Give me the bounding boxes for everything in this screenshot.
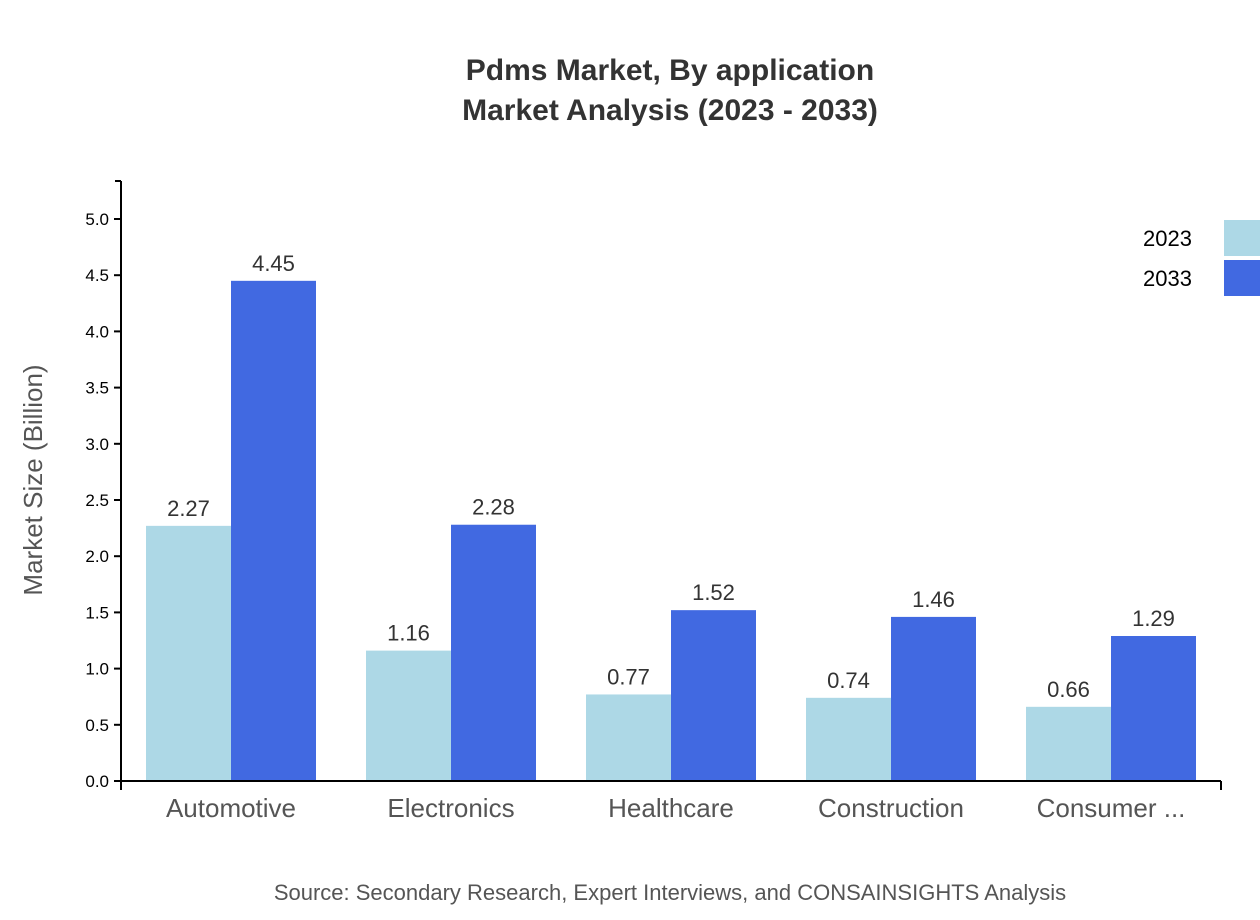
bar-2033	[891, 616, 976, 781]
data-label: 1.46	[912, 587, 955, 612]
y-tick-label: 4.0	[85, 322, 109, 341]
legend-swatch	[1224, 260, 1260, 296]
y-tick-label: 0.0	[85, 772, 109, 791]
legend-label: 2033	[1143, 266, 1192, 291]
data-label: 0.74	[827, 668, 870, 693]
source-note: Source: Secondary Research, Expert Inter…	[274, 880, 1066, 905]
y-tick-label: 2.5	[85, 491, 109, 510]
y-axis-label: Market Size (Billion)	[18, 364, 48, 595]
bar-2033	[1111, 636, 1196, 781]
data-label: 0.66	[1047, 677, 1090, 702]
chart-title: Pdms Market, By application	[466, 54, 874, 87]
y-tick-label: 5.0	[85, 210, 109, 229]
x-tick-label: Electronics	[387, 793, 514, 823]
y-tick-label: 3.0	[85, 435, 109, 454]
bar-2033	[451, 524, 536, 781]
data-label: 0.77	[607, 664, 650, 689]
bar-2023	[1026, 706, 1111, 781]
x-tick-label: Automotive	[166, 793, 296, 823]
legend-swatch	[1224, 220, 1260, 256]
x-tick-label: Healthcare	[608, 793, 734, 823]
y-tick-label: 1.0	[85, 660, 109, 679]
data-label: 1.52	[692, 580, 735, 605]
bar-2033	[671, 610, 756, 781]
y-tick-label: 4.5	[85, 266, 109, 285]
y-tick-label: 0.5	[85, 716, 109, 735]
x-tick-label: Construction	[818, 793, 964, 823]
data-label: 2.28	[472, 495, 515, 520]
data-label: 1.16	[387, 621, 430, 646]
legend-label: 2023	[1143, 226, 1192, 251]
data-label: 4.45	[252, 251, 295, 276]
data-label: 1.29	[1132, 606, 1175, 631]
bar-2023	[806, 697, 891, 781]
bar-2023	[586, 694, 671, 781]
bar-2033	[231, 280, 316, 781]
y-tick-label: 2.0	[85, 547, 109, 566]
chart-subtitle: Market Analysis (2023 - 2033)	[462, 94, 878, 127]
y-tick-label: 1.5	[85, 603, 109, 622]
bar-2023	[146, 525, 231, 781]
bar-2023	[366, 650, 451, 781]
data-label: 2.27	[167, 496, 210, 521]
x-tick-label: Consumer ...	[1037, 793, 1186, 823]
y-tick-label: 3.5	[85, 379, 109, 398]
